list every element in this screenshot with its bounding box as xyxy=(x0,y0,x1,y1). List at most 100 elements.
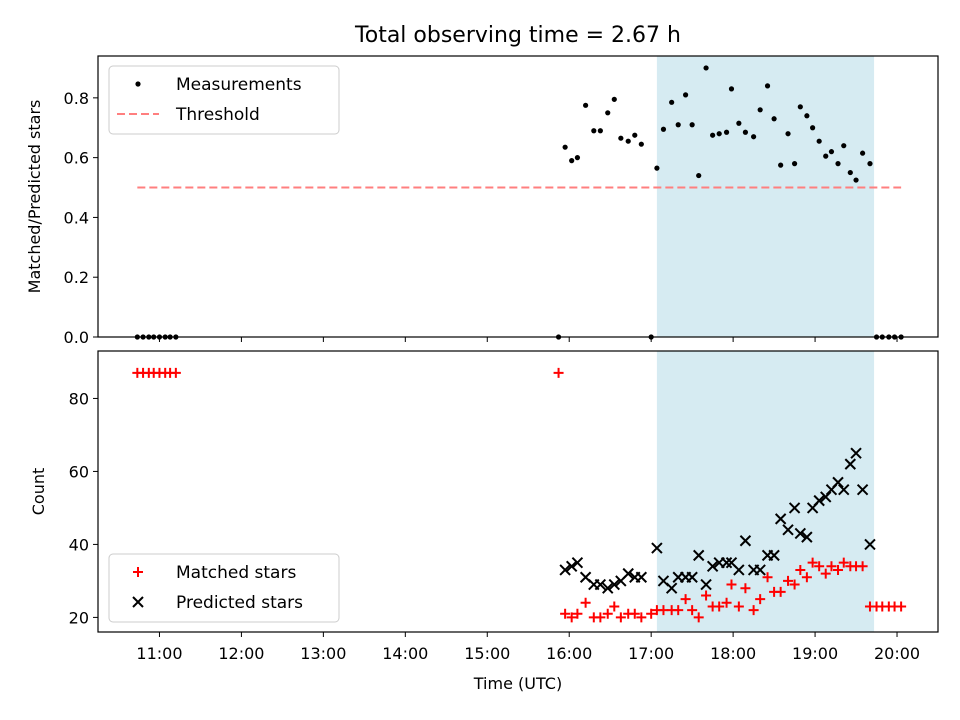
data-point xyxy=(602,582,614,594)
data-point xyxy=(580,597,591,608)
legend-marker xyxy=(133,567,143,577)
data-point xyxy=(847,169,853,176)
data-point xyxy=(783,575,794,586)
data-point xyxy=(605,110,611,116)
data-point xyxy=(609,601,620,612)
series-predicted-stars xyxy=(559,447,876,594)
data-point xyxy=(733,601,744,612)
data-point xyxy=(857,561,868,572)
data-point xyxy=(856,483,869,496)
data-point xyxy=(820,491,832,503)
y-tick-label: 80 xyxy=(69,389,89,408)
data-point xyxy=(565,560,578,573)
data-point xyxy=(775,586,786,597)
data-point xyxy=(739,535,752,547)
legend-box xyxy=(108,65,340,135)
data-point xyxy=(826,561,837,572)
data-point xyxy=(841,143,847,149)
data-point xyxy=(703,65,709,71)
data-point xyxy=(687,605,698,616)
data-point xyxy=(682,92,689,98)
shaded-span xyxy=(656,56,875,337)
legend: Measurements Threshold xyxy=(108,65,340,135)
data-point xyxy=(795,564,806,575)
data-point xyxy=(560,608,571,619)
axes-frame xyxy=(97,350,939,633)
data-point xyxy=(838,557,849,568)
data-point xyxy=(860,150,866,156)
data-point xyxy=(823,153,829,159)
data-point xyxy=(740,583,751,594)
data-point xyxy=(755,594,766,605)
data-point xyxy=(569,158,575,164)
y-axis-label: Matched/Predicted stars xyxy=(25,100,44,294)
data-point xyxy=(566,612,577,623)
legend-label: Predicted stars xyxy=(176,593,303,613)
data-point xyxy=(597,128,603,134)
y-tick-label: 0.4 xyxy=(64,208,89,227)
data-point xyxy=(562,144,568,150)
data-point xyxy=(794,527,807,540)
data-point xyxy=(782,524,794,536)
data-point xyxy=(754,564,766,576)
top-panel: 0.0 0.2 0.4 0.6 0.8 Matched/Predicted stars Me… xyxy=(25,55,939,347)
data-point xyxy=(636,612,647,623)
y-tick-label: 0.0 xyxy=(64,328,89,347)
data-point xyxy=(720,556,733,569)
data-point xyxy=(853,177,859,183)
data-point xyxy=(726,579,737,590)
x-tick-label: 20:00 xyxy=(874,644,920,663)
data-point xyxy=(574,155,581,161)
y-tick-label: 0.8 xyxy=(64,89,89,108)
y-tick-label: 40 xyxy=(69,535,89,554)
data-point xyxy=(774,513,787,525)
data-point xyxy=(651,542,663,554)
data-point xyxy=(828,149,835,155)
data-point xyxy=(814,561,825,572)
data-point xyxy=(748,605,759,616)
data-point xyxy=(583,102,589,108)
legend-label: Threshold xyxy=(175,105,260,125)
y-axis-label: Count xyxy=(29,468,48,516)
data-point xyxy=(608,578,621,591)
data-point xyxy=(768,549,780,562)
data-point xyxy=(813,494,825,507)
data-point xyxy=(635,571,648,583)
data-point xyxy=(791,161,798,167)
data-point xyxy=(602,608,613,619)
data-point xyxy=(716,131,722,137)
bottom-panel: 20 40 60 80 11:00 12:00 13:00 14:00 15:00 16:00 17… xyxy=(29,350,939,693)
data-point xyxy=(833,564,844,575)
data-point xyxy=(864,538,876,551)
data-point xyxy=(660,126,667,132)
data-point xyxy=(591,128,597,134)
data-point xyxy=(629,608,640,619)
data-point xyxy=(654,165,660,171)
y-tick-label: 20 xyxy=(69,608,89,627)
y-tick-label: 0.2 xyxy=(64,268,89,287)
data-point xyxy=(867,161,873,167)
data-point xyxy=(706,560,719,573)
data-point xyxy=(804,113,810,119)
data-point xyxy=(693,612,704,623)
data-point xyxy=(801,531,813,543)
axes-frame xyxy=(97,55,939,338)
data-point xyxy=(728,86,735,92)
x-tick-label: 14:00 xyxy=(382,644,428,663)
data-point xyxy=(721,597,732,608)
data-point xyxy=(742,129,749,135)
data-point xyxy=(638,141,644,147)
data-point xyxy=(838,483,850,496)
data-point xyxy=(801,572,812,583)
data-point xyxy=(816,138,822,144)
data-point xyxy=(723,129,730,135)
data-point xyxy=(594,578,607,591)
data-point xyxy=(778,162,784,168)
data-point xyxy=(807,557,818,568)
data-point xyxy=(757,107,763,113)
data-point xyxy=(646,608,657,619)
x-tick-label: 16:00 xyxy=(546,644,592,663)
legend: Matched stars Predicted stars xyxy=(108,553,340,623)
data-point xyxy=(615,612,626,623)
